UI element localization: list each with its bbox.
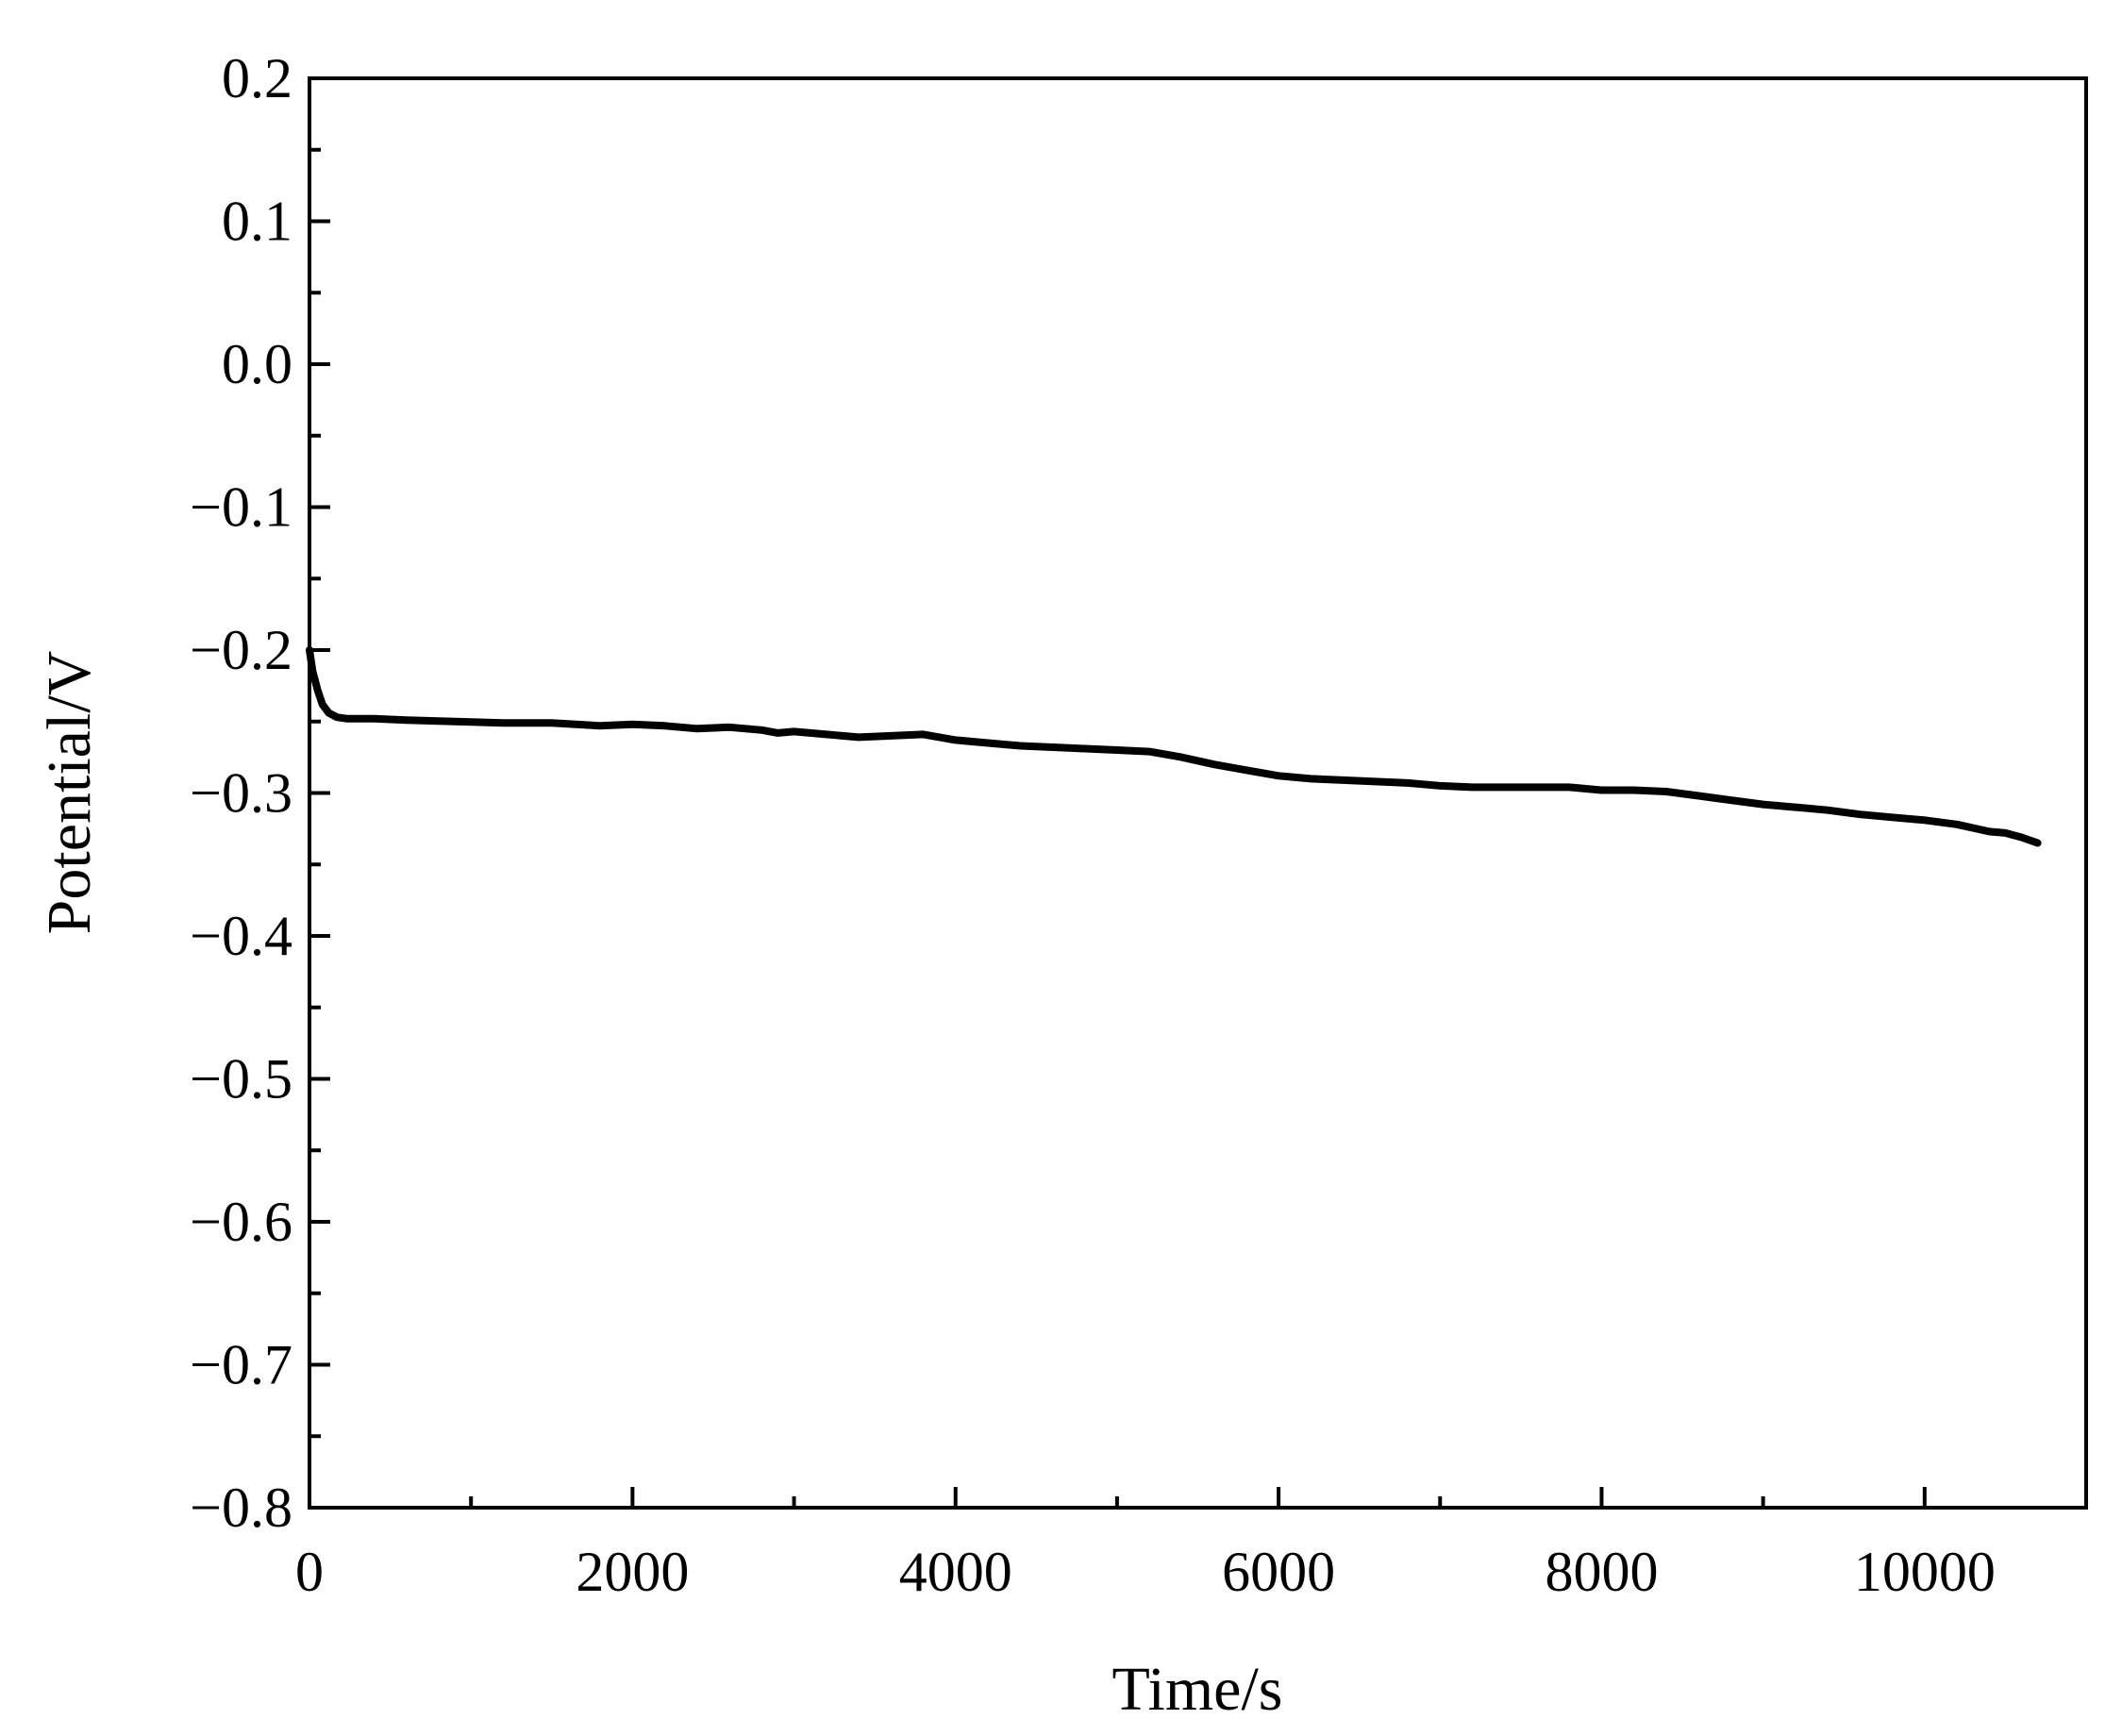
- y-tick-label: 0.2: [222, 47, 292, 109]
- y-tick-label: −0.4: [190, 905, 292, 967]
- series-layer: [306, 646, 2042, 847]
- x-tick-label: 2000: [576, 1541, 689, 1603]
- x-axis-title: Time/s: [1112, 1655, 1283, 1724]
- y-tick-label: 0.0: [222, 333, 292, 395]
- x-tick-label: 4000: [899, 1541, 1012, 1603]
- axis-ticks: [308, 76, 1927, 1510]
- x-tick-label: 8000: [1545, 1541, 1658, 1603]
- series-line: [306, 646, 2042, 847]
- y-axis-title: Potential/V: [35, 651, 104, 935]
- x-tick-label: 0: [295, 1541, 324, 1603]
- x-tick-label: 6000: [1222, 1541, 1335, 1603]
- y-tick-label: 0.1: [222, 191, 292, 253]
- x-tick-label: 10000: [1854, 1541, 1996, 1603]
- y-tick-label: −0.7: [190, 1334, 292, 1396]
- y-tick-label: −0.1: [190, 476, 292, 539]
- y-tick-label: −0.6: [190, 1191, 292, 1253]
- y-tick-label: −0.3: [190, 762, 292, 825]
- y-tick-label: −0.2: [190, 619, 292, 681]
- axis-tick-labels: 0 2000 4000 6000 8000 10000 0.2 0.1 0.0 −0.1 −0.2 −…: [190, 47, 1996, 1603]
- y-tick-label: −0.8: [190, 1477, 292, 1539]
- plot-frame: [308, 76, 2088, 1510]
- y-tick-label: −0.5: [190, 1048, 292, 1110]
